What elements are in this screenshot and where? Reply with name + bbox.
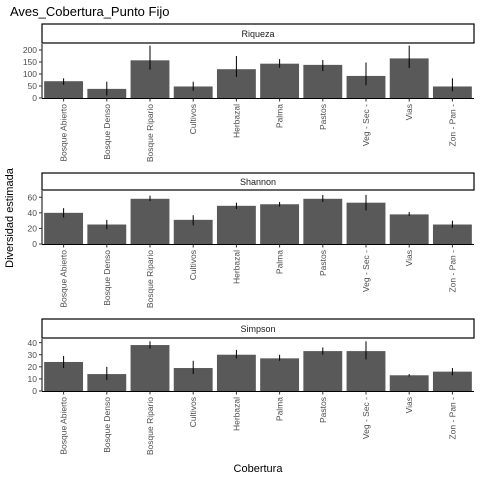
y-axis-title: Diversidad estimada [4, 167, 16, 268]
x-tick-label-shannon-palma: Palma [275, 250, 285, 274]
x-tick-label-riqueza-bosque-abierto: Bosque Abierto [59, 104, 69, 162]
y-tick-label-shannon-20: 20 [28, 224, 38, 234]
y-tick-label-riqueza-200: 200 [23, 45, 37, 55]
x-tick-label-simpson-bosque-denso: Bosque Denso [102, 397, 112, 453]
y-tick-label-riqueza-150: 150 [23, 57, 37, 67]
x-tick-label-simpson-herbazal: Herbazal [231, 397, 241, 431]
bar-shannon-palma [260, 204, 299, 244]
x-tick-label-shannon-bosque-abierto: Bosque Abierto [59, 250, 69, 308]
x-tick-label-riqueza-zon-pan: Zon - Pan - [447, 104, 457, 147]
x-tick-label-simpson-cultivos: Cultivos [188, 397, 198, 427]
x-tick-label-simpson-bosque-abierto: Bosque Abierto [59, 397, 69, 455]
bar-shannon-pastos [303, 199, 342, 244]
y-tick-label-riqueza-100: 100 [23, 69, 37, 79]
x-tick-label-riqueza-bosque-ripario: Bosque Ripario [145, 104, 155, 162]
x-tick-label-riqueza-herbazal: Herbazal [231, 104, 241, 138]
bar-simpson-vias [390, 375, 429, 391]
y-tick-label-riqueza-50: 50 [28, 81, 38, 91]
bar-simpson-bosque-ripario [131, 345, 170, 391]
x-tick-label-shannon-cultivos: Cultivos [188, 250, 198, 280]
x-tick-label-shannon-vias: Vias [404, 250, 414, 266]
bar-simpson-palma [260, 358, 299, 391]
y-tick-label-shannon-60: 60 [28, 192, 38, 202]
y-tick-label-simpson-20: 20 [28, 362, 38, 372]
y-tick-label-shannon-0: 0 [32, 239, 37, 249]
y-tick-label-simpson-30: 30 [28, 350, 38, 360]
x-tick-label-simpson-bosque-ripario: Bosque Ripario [145, 397, 155, 455]
x-tick-label-riqueza-cultivos: Cultivos [188, 104, 198, 134]
y-tick-label-shannon-40: 40 [28, 208, 38, 218]
bar-riqueza-palma [260, 64, 299, 98]
x-tick-label-simpson-vias: Vias [404, 397, 414, 413]
x-tick-label-shannon-bosque-ripario: Bosque Ripario [145, 250, 155, 308]
x-tick-label-shannon-bosque-denso: Bosque Denso [102, 250, 112, 306]
x-tick-label-shannon-veg-sec: Veg - Sec - [361, 250, 371, 292]
y-tick-label-riqueza-0: 0 [32, 93, 37, 103]
y-tick-label-simpson-0: 0 [32, 386, 37, 396]
x-tick-label-riqueza-pastos: Pastos [318, 104, 328, 130]
x-axis-title: Cobertura [234, 463, 284, 475]
x-tick-label-shannon-zon-pan: Zon - Pan - [447, 250, 457, 293]
bar-simpson-pastos [303, 351, 342, 391]
y-tick-label-simpson-40: 40 [28, 338, 38, 348]
y-tick-label-simpson-10: 10 [28, 374, 38, 384]
facet-strip-label-riqueza: Riqueza [241, 29, 274, 39]
x-tick-label-riqueza-bosque-denso: Bosque Denso [102, 104, 112, 160]
facet-strip-label-shannon: Shannon [240, 177, 276, 187]
x-tick-label-simpson-palma: Palma [275, 397, 285, 421]
x-tick-label-shannon-pastos: Pastos [318, 250, 328, 276]
x-tick-label-simpson-pastos: Pastos [318, 397, 328, 423]
x-tick-label-simpson-zon-pan: Zon - Pan - [447, 397, 457, 440]
x-tick-label-simpson-veg-sec: Veg - Sec - [361, 397, 371, 439]
bar-shannon-bosque-ripario [131, 199, 170, 244]
x-tick-label-shannon-herbazal: Herbazal [231, 250, 241, 284]
x-tick-label-riqueza-vias: Vias [404, 104, 414, 120]
bar-shannon-vias [390, 214, 429, 244]
bar-simpson-herbazal [217, 355, 256, 391]
chart-title: Aves_Cobertura_Punto Fijo [10, 4, 169, 19]
bar-shannon-herbazal [217, 206, 256, 244]
facet-strip-label-simpson: Simpson [240, 324, 275, 334]
x-tick-label-riqueza-palma: Palma [275, 104, 285, 128]
x-tick-label-riqueza-veg-sec: Veg - Sec - [361, 104, 371, 146]
